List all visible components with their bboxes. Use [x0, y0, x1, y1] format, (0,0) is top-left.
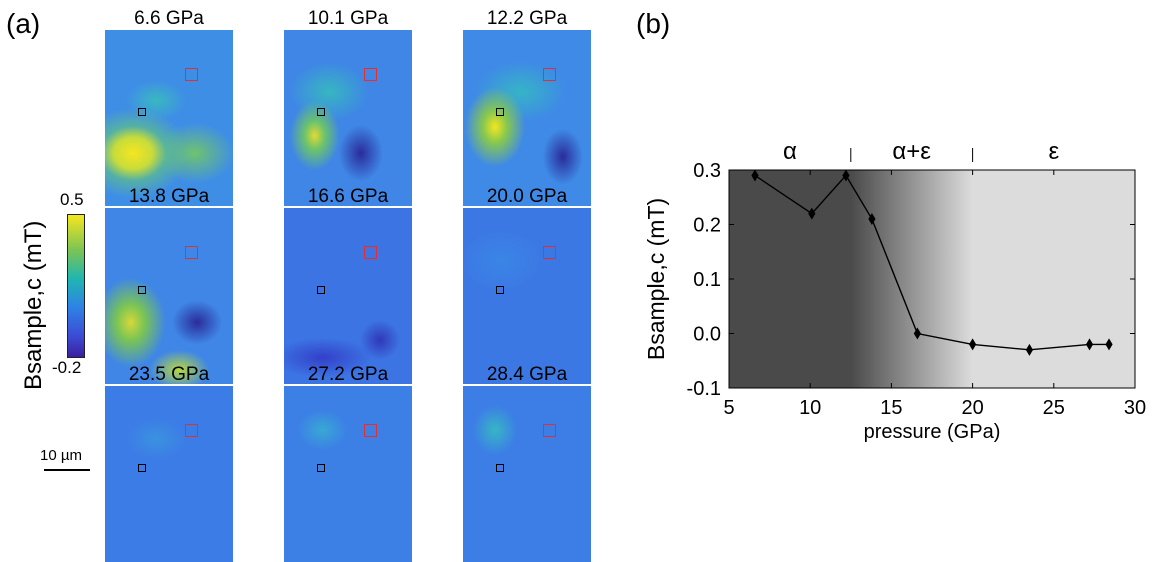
magnetic-field-map — [463, 30, 591, 206]
probe-box-black — [138, 286, 146, 294]
x-tick-label: 15 — [880, 397, 902, 419]
phase-label: α — [783, 138, 797, 165]
panel-a-label: (a) — [6, 8, 41, 39]
reference-box-red — [543, 246, 556, 259]
magnetic-field-map — [105, 386, 233, 562]
colorbar-min-label: -0.2 — [52, 358, 82, 377]
data-point — [751, 169, 759, 182]
phase-label: ε — [1048, 138, 1059, 165]
data-point — [1025, 343, 1034, 356]
reference-box-red — [543, 424, 556, 437]
probe-box-black — [317, 286, 325, 294]
map-title: 16.6 GPa — [307, 186, 389, 207]
magnetic-field-map — [284, 30, 412, 206]
magnetic-field-map — [284, 208, 412, 384]
x-axis-label: pressure (GPa) — [864, 421, 1001, 443]
data-point — [808, 207, 816, 220]
probe-box-black — [138, 464, 146, 472]
magnetic-field-map — [463, 208, 591, 384]
y-tick-label: 0.3 — [693, 160, 721, 182]
scalebar — [44, 469, 90, 471]
panel-b-label: (b) — [636, 8, 671, 39]
reference-box-red — [185, 246, 198, 259]
y-axis-label: Bsample,c (mT) — [643, 198, 669, 360]
probe-box-black — [496, 108, 504, 116]
x-tick-label: 10 — [799, 397, 821, 419]
reference-box-red — [364, 424, 377, 437]
map-title: 23.5 GPa — [128, 364, 210, 385]
phase-background — [729, 170, 1135, 388]
map-title: 13.8 GPa — [128, 186, 210, 207]
map-title: 10.1 GPa — [307, 8, 389, 29]
magnetic-field-map — [105, 30, 233, 206]
pressure-chart: α α+ε ε 5 10 15 20 25 30 -0.1 0.0 0.1 0.2 0.3 pressure… — [643, 138, 1146, 443]
magnetic-field-map — [105, 208, 233, 384]
magnetic-field-map — [463, 386, 591, 562]
colorbar-max-label: 0.5 — [60, 190, 84, 209]
y-tick-label: -0.1 — [687, 378, 721, 400]
y-tick-label: 0.2 — [693, 215, 721, 237]
x-tick-label: 20 — [961, 397, 983, 419]
map-title: 27.2 GPa — [307, 364, 389, 385]
reference-box-red — [364, 246, 377, 259]
reference-box-red — [364, 68, 377, 81]
probe-box-black — [317, 464, 325, 472]
y-tick-label: 0.1 — [693, 269, 721, 291]
data-point — [868, 213, 876, 226]
data-point — [1085, 338, 1094, 351]
phase-label: α+ε — [892, 138, 931, 165]
data-point — [842, 169, 850, 182]
reference-box-red — [185, 424, 198, 437]
data-point — [969, 338, 977, 351]
reference-box-red — [543, 68, 556, 81]
x-tick-label: 5 — [723, 397, 734, 419]
probe-box-black — [496, 286, 504, 294]
probe-box-black — [138, 108, 146, 116]
scalebar-label: 10 µm — [40, 447, 82, 464]
reference-box-red — [185, 68, 198, 81]
x-tick-label: 30 — [1124, 397, 1146, 419]
x-tick-label: 25 — [1043, 397, 1065, 419]
map-title: 28.4 GPa — [486, 364, 568, 385]
y-tick-label: 0.0 — [693, 324, 721, 346]
map-title: 20.0 GPa — [486, 186, 568, 207]
colorbar — [67, 214, 85, 358]
probe-box-black — [317, 108, 325, 116]
map-title: 6.6 GPa — [134, 8, 204, 29]
data-point — [1105, 338, 1113, 351]
probe-box-black — [496, 464, 504, 472]
map-title: 12.2 GPa — [486, 8, 568, 29]
data-point — [913, 327, 921, 340]
magnetic-field-map — [284, 386, 412, 562]
